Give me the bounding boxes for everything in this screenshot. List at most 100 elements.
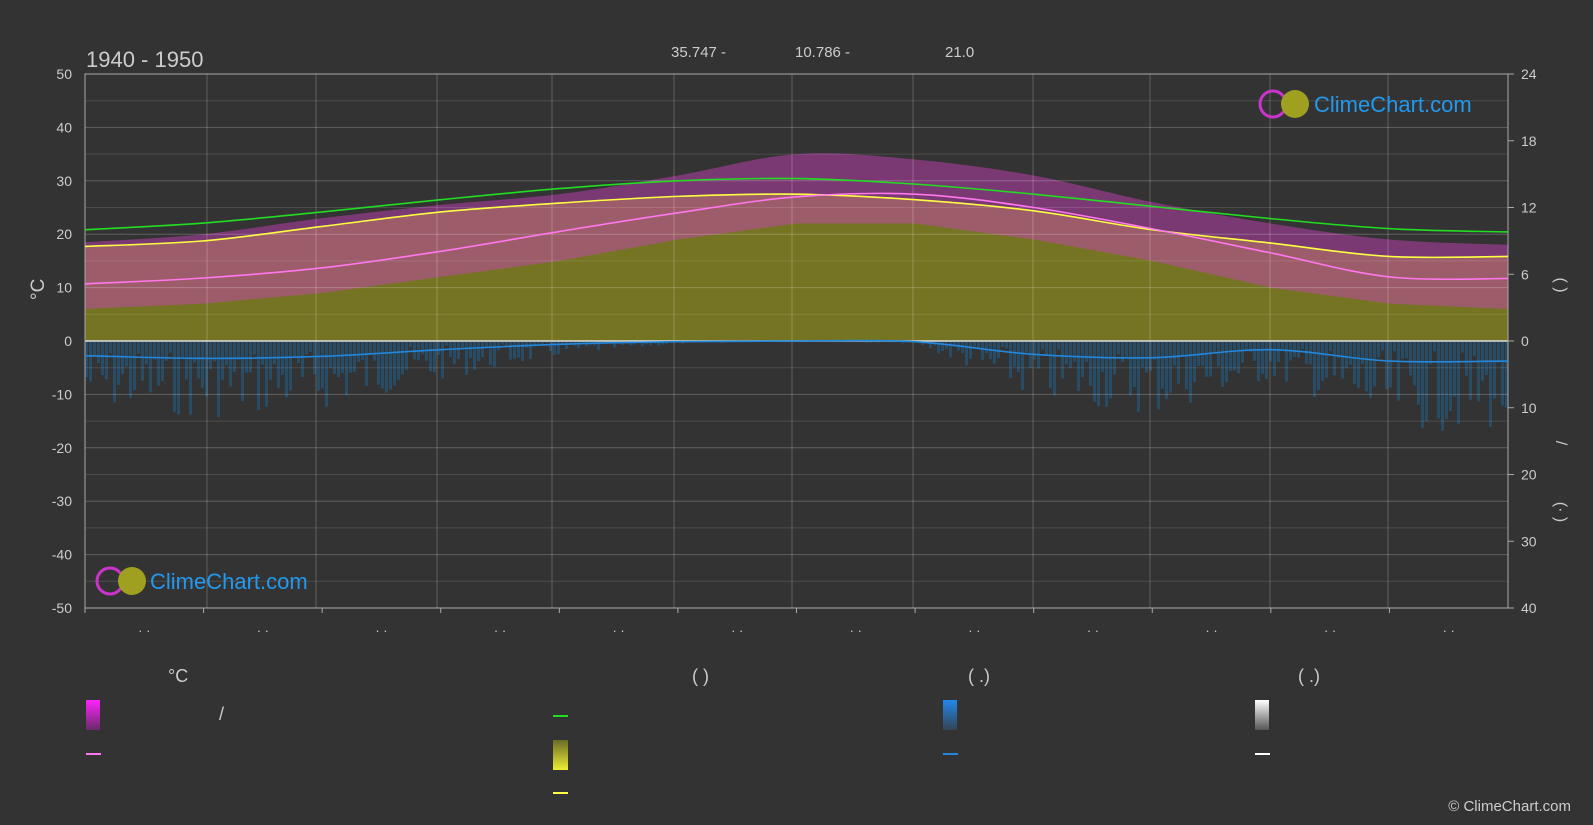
precip-bar <box>569 341 572 344</box>
logo-text: ClimeChart.com <box>1314 92 1472 117</box>
precip-bar <box>561 341 564 345</box>
precip-bar <box>993 341 996 364</box>
precip-bar <box>985 341 988 354</box>
precip-bar <box>1457 341 1460 425</box>
precip-bar <box>1121 341 1124 363</box>
daylight-line <box>84 177 1509 233</box>
left-tick-label: 40 <box>56 119 72 135</box>
precip-bar <box>493 341 496 367</box>
precip-bar <box>1393 341 1396 352</box>
precip-bar <box>93 341 96 356</box>
precip-bar <box>1421 341 1424 428</box>
right-tick-label: 20 <box>1521 467 1537 483</box>
right-axis-slash: / <box>1552 441 1569 446</box>
x-tick-label: · · <box>612 623 624 638</box>
legend-col1-header: °C <box>168 666 189 686</box>
left-tick-label: -30 <box>52 493 72 509</box>
x-tick-label: · · <box>257 623 269 638</box>
precip-bar <box>1057 341 1060 350</box>
precip-bar <box>345 341 348 396</box>
precip-bar <box>481 341 484 358</box>
precip-bar <box>501 341 504 345</box>
precip-bar <box>213 341 216 362</box>
precip-bar <box>1325 341 1328 378</box>
precip-bar <box>393 341 396 386</box>
precip-bar <box>341 341 344 374</box>
precip-bar <box>1205 341 1208 377</box>
precip-bar <box>189 341 192 415</box>
precip-bar <box>205 341 208 397</box>
precip-bar <box>269 341 272 380</box>
precip-bar <box>381 341 384 389</box>
precip-bar <box>1353 341 1356 384</box>
precip-bar <box>1065 341 1068 364</box>
precip-bar <box>373 341 376 361</box>
precip-bar <box>89 341 92 382</box>
right-tick-label: 24 <box>1521 66 1537 82</box>
precip-bar <box>225 341 228 366</box>
precip-bar <box>1129 341 1132 396</box>
precip-bar <box>1453 341 1456 397</box>
precip-bar <box>1229 341 1232 372</box>
logo-text: ClimeChart.com <box>150 569 308 594</box>
precip-bar <box>1157 341 1160 410</box>
x-tick-label: · · <box>1324 623 1336 638</box>
precip-bar <box>157 341 160 386</box>
precip-bar <box>965 341 968 366</box>
legend-snow-line <box>1255 753 1270 755</box>
precip-bar <box>1009 341 1012 379</box>
precip-bar <box>1433 341 1436 352</box>
precip-bar <box>1253 341 1256 361</box>
precip-bar <box>1321 341 1324 381</box>
right-tick-label: 30 <box>1521 533 1537 549</box>
precip-bar <box>153 341 156 360</box>
precip-bar <box>1105 341 1108 407</box>
precip-bar <box>233 341 236 372</box>
precip-bar <box>217 341 220 418</box>
precip-bar <box>529 341 532 359</box>
precip-bar <box>161 341 164 382</box>
legend-sunshine-line <box>553 792 568 794</box>
precip-bar <box>1313 341 1316 398</box>
precip-bar <box>525 341 528 348</box>
precip-bar <box>509 341 512 360</box>
legend-snow-swatch <box>1255 700 1269 730</box>
precip-bar <box>1249 341 1252 352</box>
precip-bar <box>141 341 144 381</box>
precip-line <box>84 339 1509 363</box>
precip-bar <box>1497 341 1500 363</box>
precip-bar <box>1441 341 1444 431</box>
precip-bar <box>1089 341 1092 386</box>
precip-bar <box>1461 341 1464 353</box>
precip-bar <box>1265 341 1268 380</box>
precip-bar <box>1185 341 1188 390</box>
precip-bar <box>1477 341 1480 402</box>
precip-bar <box>661 341 664 345</box>
x-tick-label: · · <box>375 623 387 638</box>
precip-bar <box>193 341 196 363</box>
precip-bar <box>997 341 1000 359</box>
right-axis-bottom-label: (· ) <box>1552 502 1569 522</box>
precip-bar <box>249 341 252 373</box>
precip-bar <box>1097 341 1100 406</box>
right-tick-label: 18 <box>1521 133 1537 149</box>
legend-temp-range-swatch <box>86 700 100 730</box>
right-tick-label: 0 <box>1521 333 1529 349</box>
precip-bar <box>245 341 248 373</box>
left-tick-label: -10 <box>52 386 72 402</box>
precip-bar <box>977 341 980 350</box>
precip-bar <box>489 341 492 365</box>
precip-bar <box>577 341 580 349</box>
precip-bar <box>145 341 148 365</box>
precip-bar <box>1365 341 1368 392</box>
left-tick-label: -20 <box>52 440 72 456</box>
legend-slash: / <box>219 704 225 724</box>
precip-bar <box>97 341 100 364</box>
precip-bar <box>1025 341 1028 353</box>
precip-bar <box>1269 341 1272 362</box>
precip-bar <box>1401 341 1404 359</box>
precip-bar <box>865 341 868 343</box>
precip-bar <box>937 341 940 354</box>
precip-bar <box>641 341 644 347</box>
precip-bar <box>1245 341 1248 350</box>
